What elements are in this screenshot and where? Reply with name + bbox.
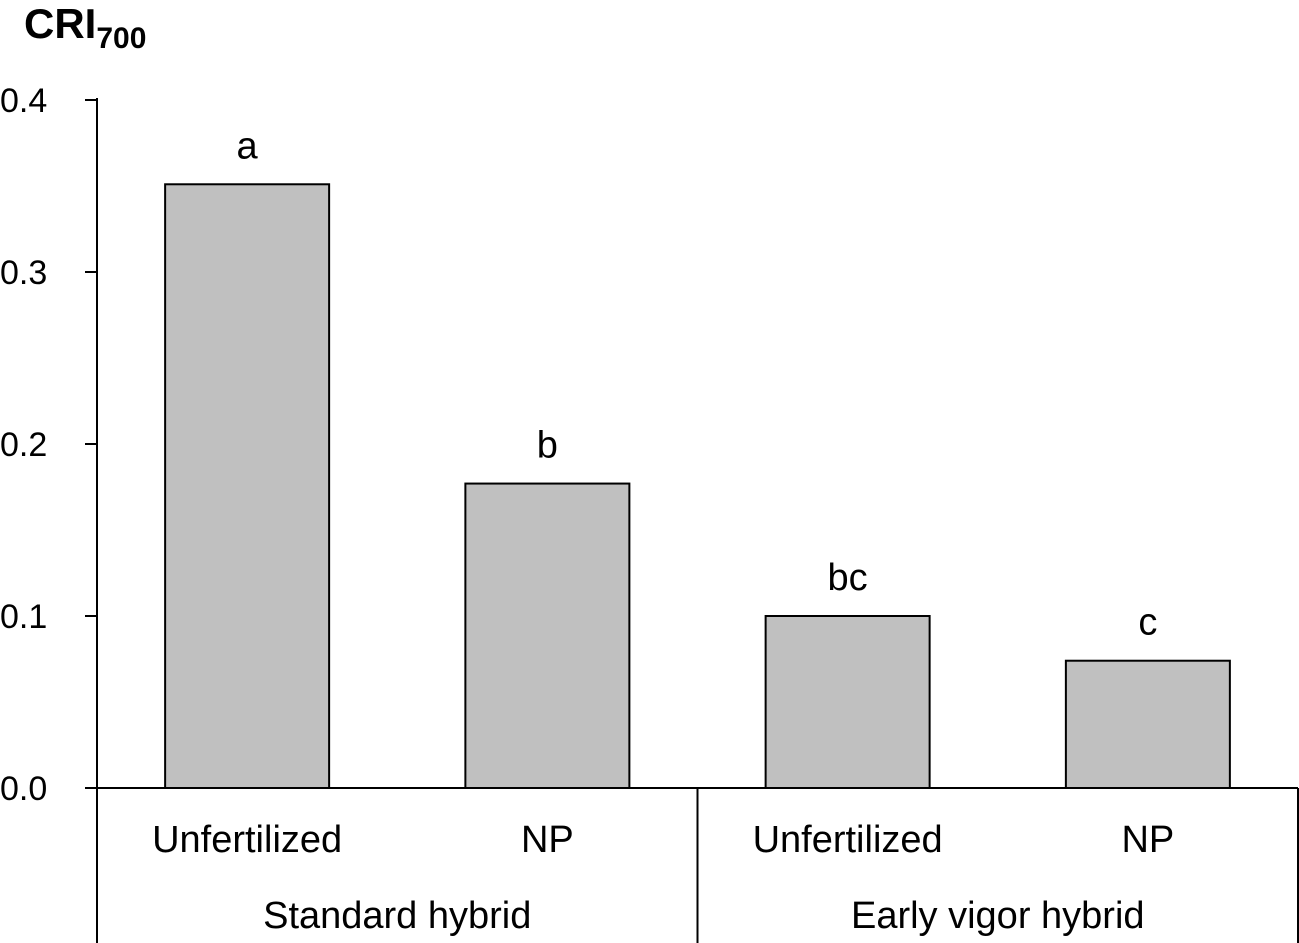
y-tick-label: 0.2 xyxy=(0,426,47,464)
y-tick-label: 0.4 xyxy=(0,82,47,120)
chart-title: CRI700 xyxy=(24,0,146,55)
significance-letter: a xyxy=(237,125,259,167)
bar xyxy=(164,183,331,789)
category-label: Unfertilized xyxy=(152,819,342,861)
group-label: Early vigor hybrid xyxy=(851,895,1145,937)
category-label: NP xyxy=(1121,819,1174,861)
bar xyxy=(764,615,931,789)
labels: a b bc c Unfertilized NP Unfertilized NP Standar… xyxy=(152,125,1174,937)
significance-letter: bc xyxy=(828,557,868,599)
y-tick-label: 0.1 xyxy=(0,598,47,636)
significance-letter: c xyxy=(1138,602,1157,644)
y-tick-label: 0.3 xyxy=(0,254,47,292)
y-tick-label: 0.0 xyxy=(0,770,47,808)
significance-letter: b xyxy=(537,425,558,467)
bars xyxy=(164,183,1231,789)
category-label: Unfertilized xyxy=(753,819,943,861)
group-label: Standard hybrid xyxy=(263,895,531,937)
bar xyxy=(464,482,631,789)
category-label: NP xyxy=(521,819,574,861)
bar xyxy=(1064,659,1231,789)
